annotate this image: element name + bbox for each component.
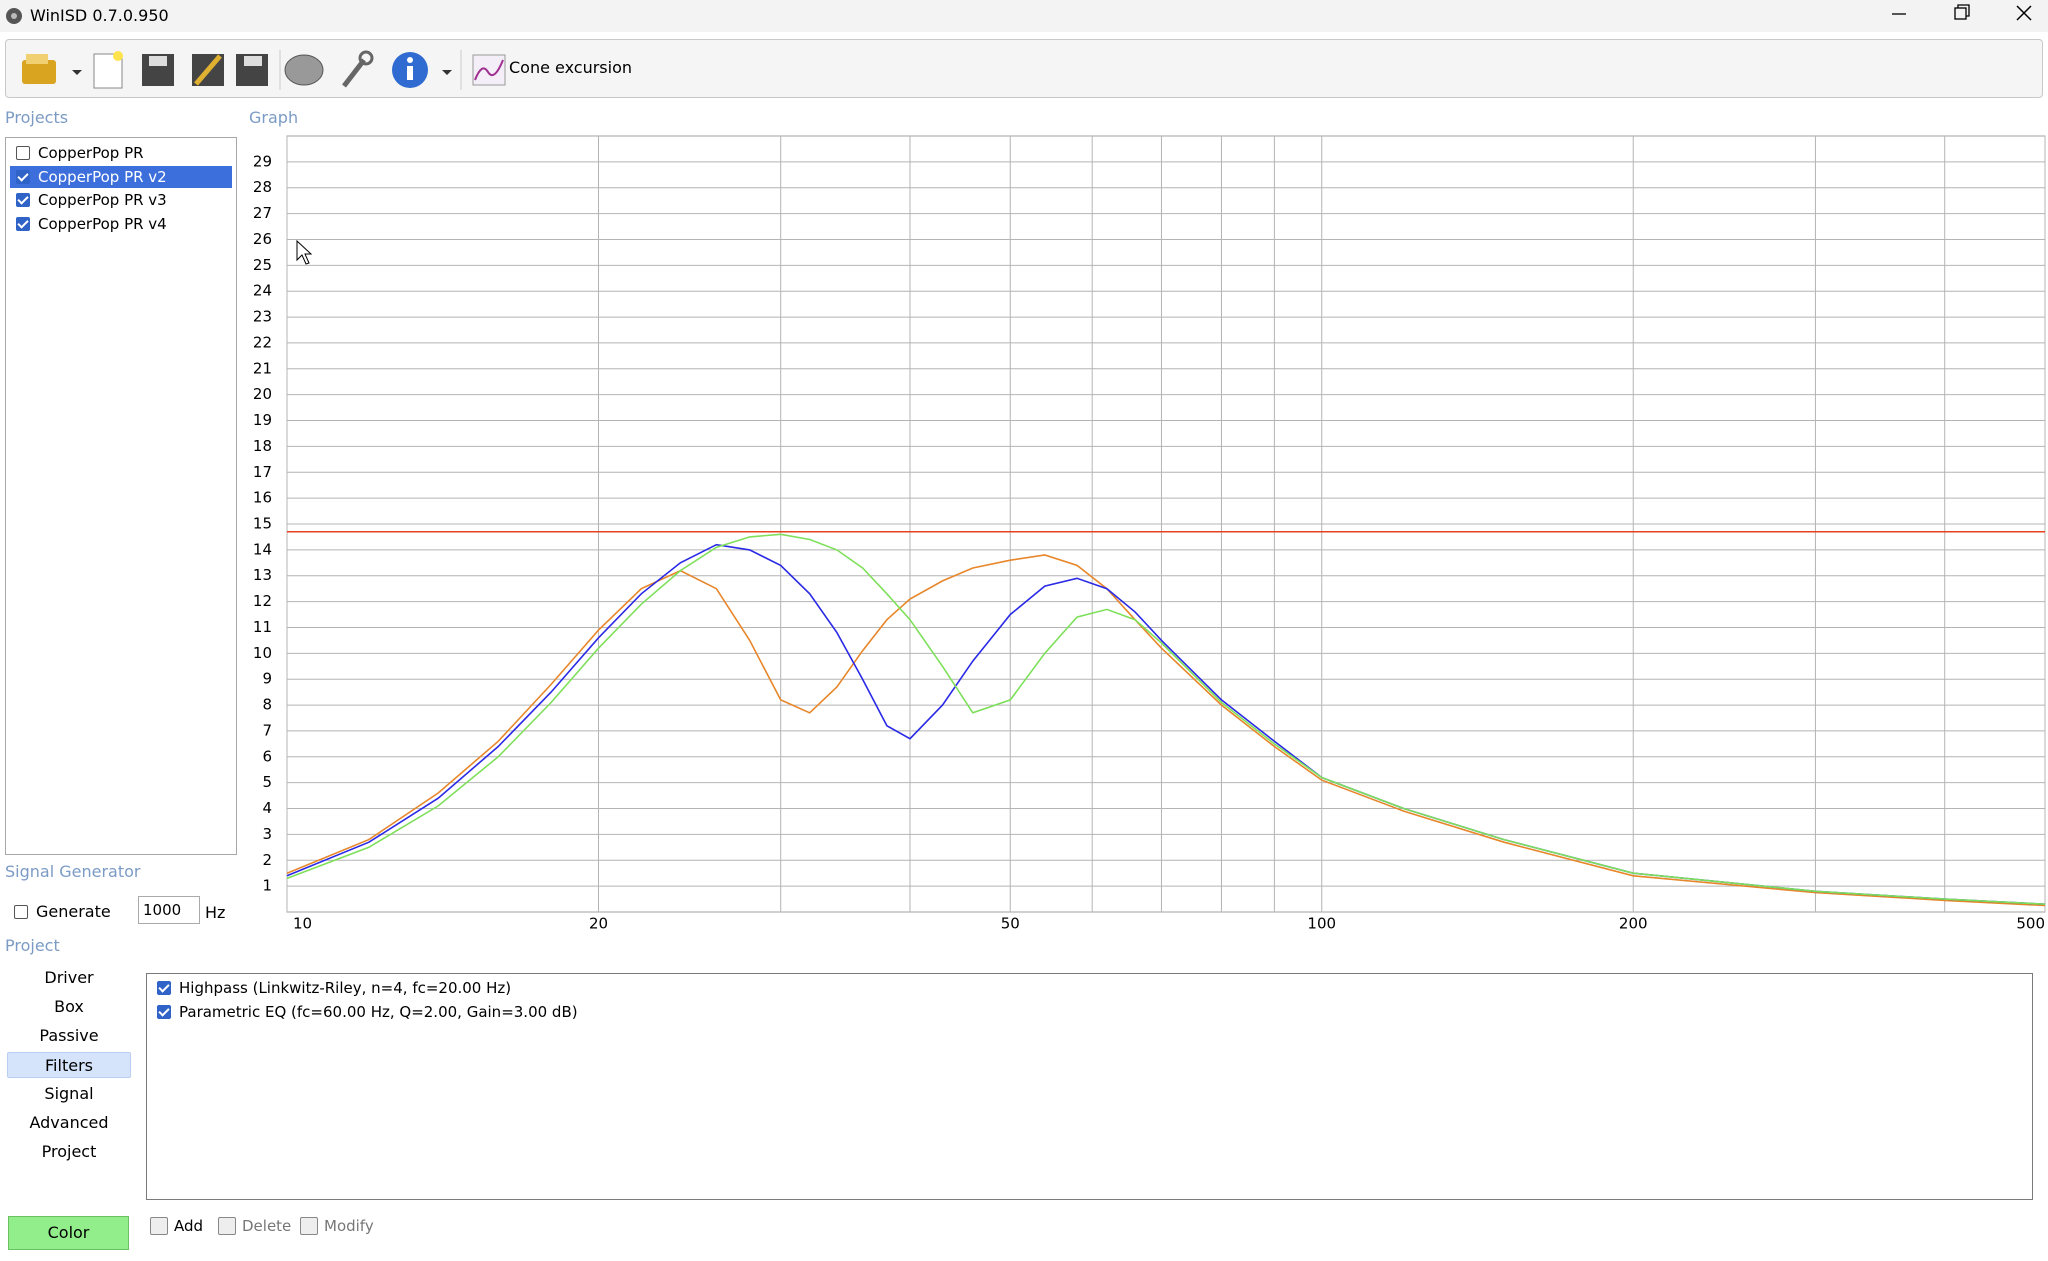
graph-label: Graph [249,108,299,127]
generate-checkbox[interactable]: Generate [8,902,111,921]
filter-item[interactable]: Parametric EQ (fc=60.00 Hz, Q=2.00, Gain… [151,1001,578,1023]
x-tick-label: 10 [293,915,312,933]
project-tab[interactable]: Signal [44,1084,94,1103]
y-tick-label: 8 [262,696,272,714]
filter-button[interactable]: Modify [300,1217,374,1235]
y-tick-label: 10 [253,644,272,662]
y-tick-label: 20 [253,385,272,403]
mouse-cursor [296,240,313,265]
y-tick-label: 28 [253,178,272,196]
project-tab[interactable]: Box [54,997,84,1016]
project-item[interactable]: CopperPop PR v4 [10,213,232,235]
toolbar-icons[interactable] [14,46,474,92]
checkbox[interactable] [16,193,30,207]
signal-generator-label: Signal Generator [5,862,141,881]
project-label: Project [5,936,60,955]
frequency-unit: Hz [205,903,226,922]
y-tick-label: 29 [253,152,272,170]
project-tabs: Driver Box Passive RadiatorFilters Signal Ad… [0,965,140,1165]
button-icon [300,1217,318,1235]
checkbox[interactable] [16,216,30,231]
y-tick-label: 12 [253,592,272,610]
button-label: Add [174,1217,204,1235]
button-label: Modify [324,1217,374,1235]
frequency-input[interactable]: 1000 [138,896,200,924]
project-list: CopperPop PR CopperPop PR v2 CopperPop PR … [5,137,237,855]
project-item[interactable]: CopperPop PR v3 [10,189,232,211]
y-tick-label: 26 [253,230,272,248]
filter-list: Highpass (Linkwitz-Riley, n=4, fc=20.00 … [146,973,2033,1200]
window-title: WinISD 0.7.0.950 [30,6,169,25]
x-tick-label: 20 [589,915,608,933]
y-tick-label: 18 [253,437,272,455]
y-tick-label: 21 [253,359,272,377]
checkbox[interactable] [14,904,28,919]
y-tick-label: 15 [253,515,272,533]
button-icon [150,1217,168,1235]
y-tick-label: 2 [262,851,272,869]
y-tick-label: 11 [253,618,272,636]
y-tick-label: 6 [262,747,272,765]
project-tab[interactable]: Driver [44,968,94,987]
filter-text: Parametric EQ (fc=60.00 Hz, Q=2.00, Gain… [179,1003,578,1021]
project-tab[interactable]: Passive Radiator [35,1026,103,1071]
y-tick-label: 22 [253,333,272,351]
toolbar: Cone excursion [5,39,2043,98]
project-tab[interactable]: Advanced [29,1113,109,1132]
graph-selector[interactable]: Cone excursion [509,58,633,77]
filter-button[interactable]: Add [150,1217,203,1235]
y-tick-label: 7 [262,721,272,739]
project-name: CopperPop PR v2 [38,167,167,186]
x-tick-label: 50 [1001,915,1020,933]
y-tick-label: 4 [262,799,272,817]
filter-button[interactable]: Delete [218,1217,291,1235]
button-icon [218,1217,236,1235]
project-tab[interactable]: Filters [7,1052,131,1078]
filter-item[interactable]: Highpass (Linkwitz-Riley, n=4, fc=20.00 … [151,977,511,999]
title-bar: WinISD 0.7.0.950 [0,0,2048,32]
x-tick-label: 100 [1307,915,1336,933]
projects-label: Projects [5,108,69,127]
project-item[interactable]: CopperPop PR v2 [10,165,232,188]
color-button[interactable]: Color [8,1216,129,1250]
x-tick-label: 200 [1619,915,1648,933]
project-name: CopperPop PR v3 [38,191,167,209]
window-controls[interactable] [1870,0,2048,32]
filter-text: Highpass (Linkwitz-Riley, n=4, fc=20.00 … [179,979,512,997]
y-tick-label: 9 [262,670,272,688]
x-tick-label: 500 [2016,915,2045,933]
y-tick-label: 17 [253,463,272,481]
checkbox[interactable] [16,169,30,184]
series-line [286,533,2046,905]
project-tab[interactable]: Project [41,1142,97,1161]
y-tick-label: 5 [262,773,272,791]
checkbox[interactable] [157,1005,171,1019]
chart: 1234567891011121314151617181920212223242… [253,135,2046,933]
checkbox[interactable] [157,981,171,995]
project-name: CopperPop PR [38,144,144,162]
y-tick-label: 27 [253,204,272,222]
graph-icon[interactable] [472,54,506,86]
y-tick-label: 16 [253,489,272,507]
y-tick-label: 14 [253,540,272,558]
y-tick-label: 24 [253,282,272,300]
button-label: Delete [242,1217,292,1235]
y-tick-label: 1 [262,877,272,895]
y-tick-label: 3 [262,825,272,843]
generate-label: Generate [36,902,111,921]
app-icon [6,8,22,24]
checkbox[interactable] [16,146,30,160]
series-line [286,554,2046,907]
y-tick-label: 23 [253,308,272,326]
project-item[interactable]: CopperPop PR [10,142,232,164]
y-tick-label: 19 [253,411,272,429]
y-tick-label: 25 [253,256,272,274]
project-name: CopperPop PR v4 [38,214,167,233]
y-tick-label: 13 [253,566,272,584]
